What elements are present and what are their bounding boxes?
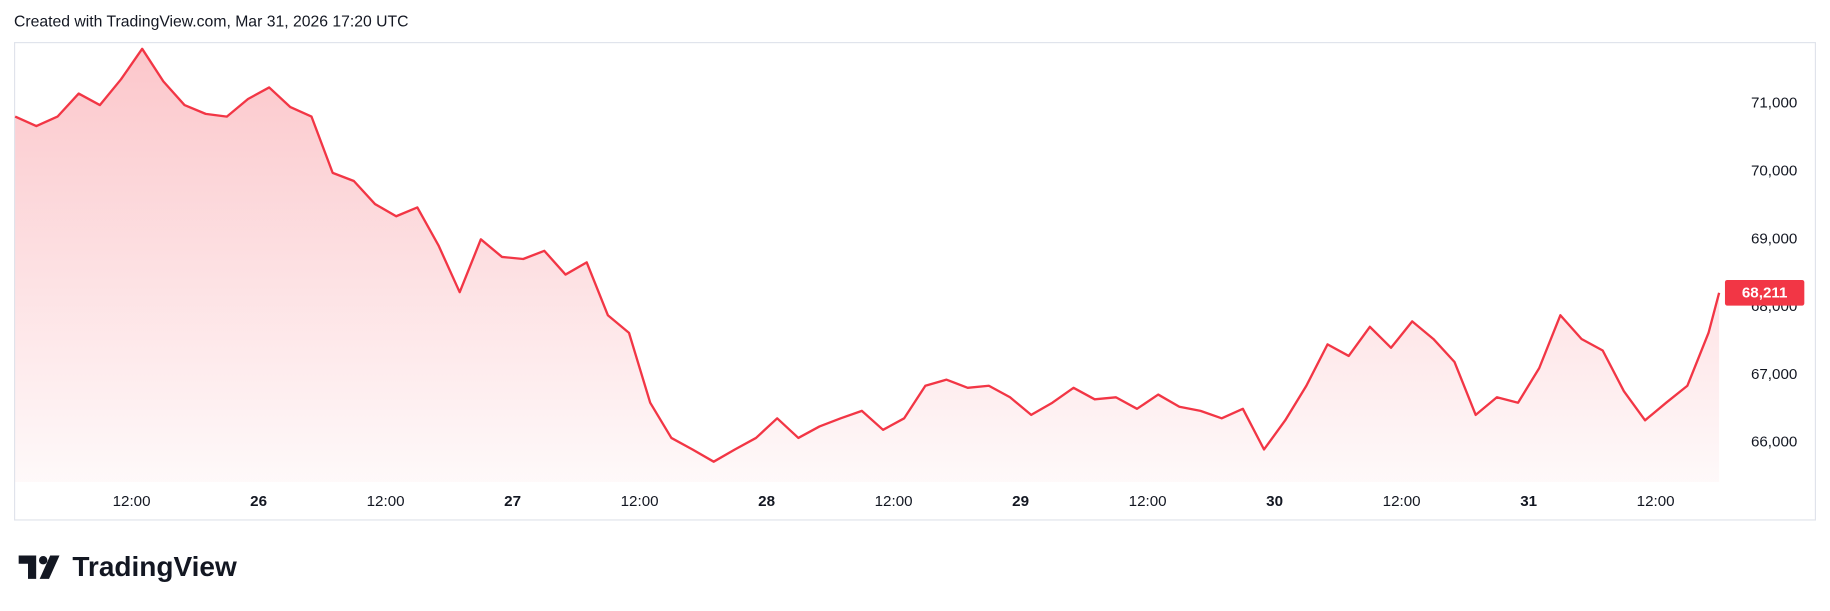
logo-text: TradingView xyxy=(72,551,237,582)
chart-frame xyxy=(14,42,1816,521)
y-tick-label: 69,000 xyxy=(1751,230,1797,247)
last-price-tag xyxy=(1724,279,1805,306)
logo-icon xyxy=(18,555,60,579)
x-tick-label: 28 xyxy=(758,493,775,510)
area-fill xyxy=(15,48,1720,483)
last-price-label: 68,211 xyxy=(1742,284,1788,301)
x-tick-label: 12:00 xyxy=(875,493,913,510)
x-tick-label: 27 xyxy=(504,493,521,510)
x-tick-label: 12:00 xyxy=(367,493,405,510)
x-tick-label: 12:00 xyxy=(1637,493,1675,510)
y-tick-label: 66,000 xyxy=(1751,434,1797,451)
y-tick-label: 67,000 xyxy=(1751,366,1797,383)
price-line xyxy=(14,47,1721,463)
x-tick-label: 26 xyxy=(250,493,267,510)
x-tick-label: 29 xyxy=(1012,493,1029,510)
x-tick-label: 12:00 xyxy=(113,493,151,510)
x-tick-label: 12:00 xyxy=(621,493,659,510)
x-tick-label: 12:00 xyxy=(1383,493,1421,510)
header-text: Created with TradingView.com, Mar 31, 20… xyxy=(14,13,409,30)
plot-layer: 66,00067,00068,00069,00070,00071,00012:0… xyxy=(14,47,1805,510)
x-tick-label: 31 xyxy=(1520,493,1537,510)
x-tick-label: 30 xyxy=(1266,493,1283,510)
y-tick-label: 71,000 xyxy=(1751,95,1797,112)
y-tick-label: 70,000 xyxy=(1751,163,1797,180)
x-tick-label: 12:00 xyxy=(1129,493,1167,510)
